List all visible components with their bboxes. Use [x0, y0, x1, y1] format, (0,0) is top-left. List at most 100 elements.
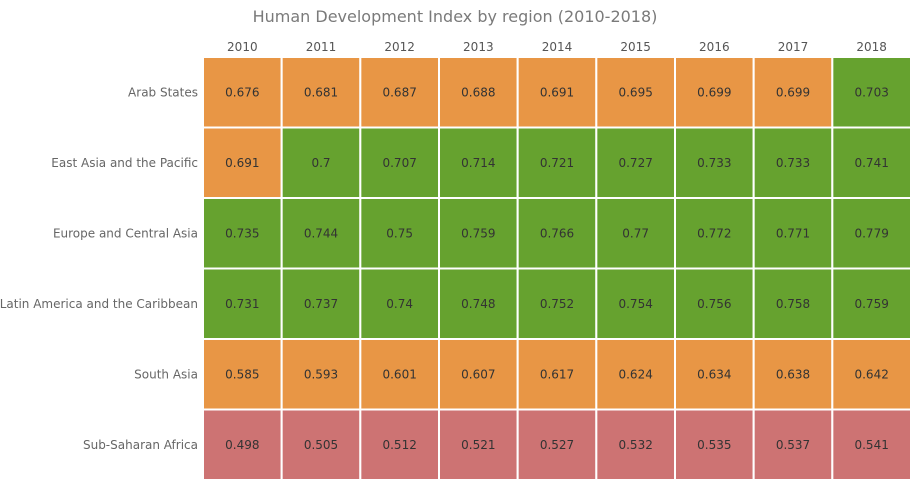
- heatmap-cell: [359, 197, 441, 270]
- heatmap-cell: [595, 56, 676, 129]
- cell-value-label: 0.731: [225, 297, 259, 311]
- cell-value-label: 0.688: [461, 85, 495, 99]
- cell-value-label: 0.607: [461, 367, 495, 381]
- cell-value-label: 0.752: [540, 297, 574, 311]
- heatmap-cell: [752, 408, 834, 481]
- cell-value-label: 0.535: [697, 438, 731, 452]
- cell-value-label: 0.735: [225, 226, 259, 240]
- cell-value-label: 0.676: [225, 85, 259, 99]
- heatmap-cell: [280, 267, 362, 340]
- cell-value-label: 0.727: [618, 156, 652, 170]
- cell-value-label: 0.642: [854, 367, 888, 381]
- cell-value-label: 0.707: [382, 156, 416, 170]
- cell-value-label: 0.766: [540, 226, 574, 240]
- cell-value-label: 0.703: [854, 85, 888, 99]
- cell-value-label: 0.699: [697, 85, 731, 99]
- cell-value-label: 0.714: [461, 156, 495, 170]
- x-tick-label: 2018: [856, 40, 887, 54]
- x-tick-label: 2016: [699, 40, 730, 54]
- heatmap-cells: 0.676 0.681 0.687 0.688 0.691 0.695 0.699 0.699…: [202, 56, 912, 481]
- cell-value-label: 0.541: [854, 438, 888, 452]
- y-tick-label: East Asia and the Pacific: [51, 156, 198, 170]
- heatmap-cell: [438, 267, 519, 340]
- heatmap-cell: [752, 56, 834, 129]
- cell-value-label: 0.721: [540, 156, 574, 170]
- cell-value-label: 0.498: [225, 438, 259, 452]
- cell-value-label: 0.737: [304, 297, 338, 311]
- heatmap-cell: [831, 338, 912, 411]
- cell-value-label: 0.617: [540, 367, 574, 381]
- cell-value-label: 0.532: [618, 438, 652, 452]
- heatmap-cell: [831, 408, 912, 481]
- cell-value-label: 0.634: [697, 367, 731, 381]
- x-tick-label: 2015: [620, 40, 651, 54]
- x-tick-label: 2013: [463, 40, 494, 54]
- cell-value-label: 0.7: [311, 156, 330, 170]
- cell-value-label: 0.601: [382, 367, 416, 381]
- cell-value-label: 0.75: [386, 226, 413, 240]
- heatmap-cell: [202, 56, 283, 129]
- cell-value-label: 0.512: [382, 438, 416, 452]
- y-tick-label: Arab States: [128, 85, 198, 99]
- cell-value-label: 0.585: [225, 367, 259, 381]
- heatmap-cell: [516, 126, 598, 199]
- heatmap-cell: [202, 197, 283, 270]
- cell-value-label: 0.537: [776, 438, 810, 452]
- cell-value-label: 0.77: [622, 226, 649, 240]
- cell-value-label: 0.681: [304, 85, 338, 99]
- cell-value-label: 0.779: [854, 226, 888, 240]
- cell-value-label: 0.741: [854, 156, 888, 170]
- cell-value-label: 0.758: [776, 297, 810, 311]
- cell-value-label: 0.691: [540, 85, 574, 99]
- y-axis: Arab States East Asia and the Pacific Euro…: [0, 85, 198, 452]
- x-axis: 2010 2011 2012 2013 2014 2015 2016 2017 2018: [227, 40, 887, 54]
- cell-value-label: 0.748: [461, 297, 495, 311]
- cell-value-label: 0.771: [776, 226, 810, 240]
- cell-value-label: 0.733: [776, 156, 810, 170]
- heatmap-cell: [595, 408, 676, 481]
- cell-value-label: 0.638: [776, 367, 810, 381]
- heatmap-cell: [831, 197, 912, 270]
- chart-title: Human Development Index by region (2010-…: [253, 7, 658, 26]
- cell-value-label: 0.695: [618, 85, 652, 99]
- heatmap-cell: [674, 126, 755, 199]
- y-tick-label: Latin America and the Caribbean: [0, 297, 198, 311]
- heatmap-cell: [438, 408, 519, 481]
- cell-value-label: 0.687: [382, 85, 416, 99]
- heatmap-cell: [831, 267, 912, 340]
- x-tick-label: 2014: [542, 40, 573, 54]
- cell-value-label: 0.593: [304, 367, 338, 381]
- heatmap-cell: [280, 56, 362, 129]
- cell-value-label: 0.772: [697, 226, 731, 240]
- heatmap-cell: [516, 197, 598, 270]
- x-tick-label: 2017: [778, 40, 809, 54]
- y-tick-label: South Asia: [134, 367, 198, 381]
- cell-value-label: 0.733: [697, 156, 731, 170]
- cell-value-label: 0.624: [618, 367, 652, 381]
- cell-value-label: 0.754: [618, 297, 652, 311]
- cell-value-label: 0.699: [776, 85, 810, 99]
- y-tick-label: Sub-Saharan Africa: [83, 438, 198, 452]
- x-tick-label: 2012: [384, 40, 415, 54]
- cell-value-label: 0.74: [386, 297, 413, 311]
- heatmap-cell: [516, 408, 598, 481]
- cell-value-label: 0.759: [461, 226, 495, 240]
- cell-value-label: 0.744: [304, 226, 338, 240]
- heatmap-cell: [595, 338, 676, 411]
- heatmap-cell: [202, 126, 283, 199]
- cell-value-label: 0.505: [304, 438, 338, 452]
- heatmap-cell: [359, 408, 441, 481]
- heatmap-cell: [831, 126, 912, 199]
- heatmap-cell: [752, 126, 834, 199]
- heatmap-cell: [202, 267, 283, 340]
- heatmap-cell: [280, 408, 362, 481]
- x-tick-label: 2010: [227, 40, 258, 54]
- heatmap-cell: [202, 338, 283, 411]
- heatmap-cell: [202, 408, 283, 481]
- cell-value-label: 0.691: [225, 156, 259, 170]
- heatmap-cell: [280, 197, 362, 270]
- x-tick-label: 2011: [306, 40, 337, 54]
- cell-value-label: 0.527: [540, 438, 574, 452]
- heatmap-cell: [359, 126, 441, 199]
